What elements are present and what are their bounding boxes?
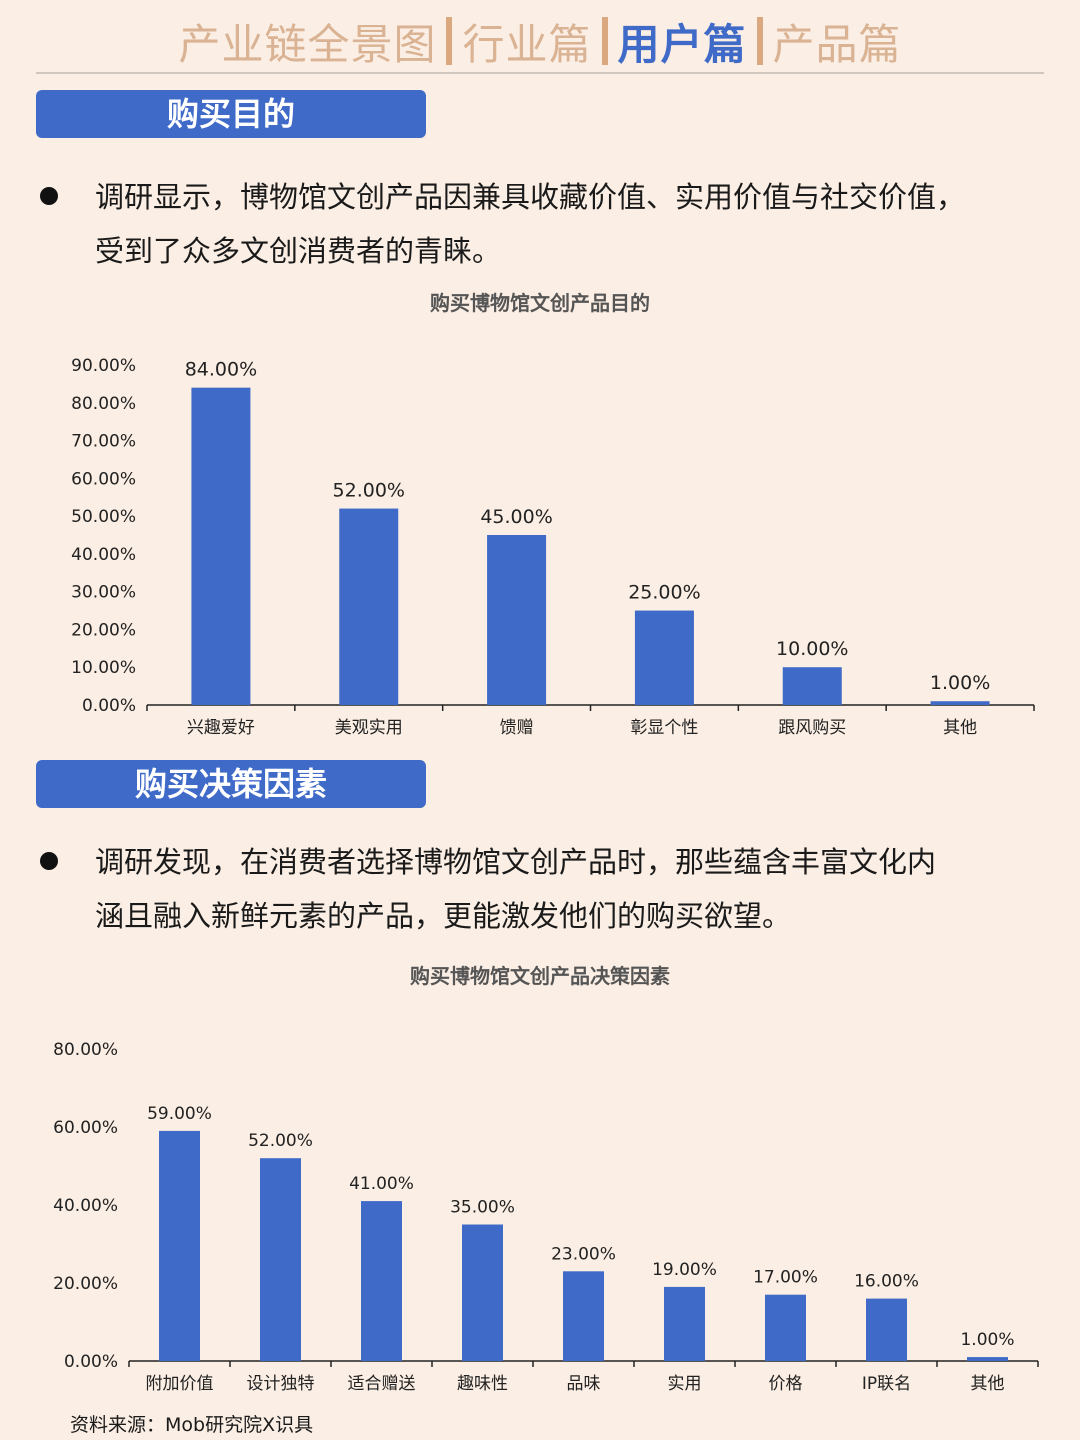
y-tick-label: 20.00% — [71, 620, 136, 640]
paragraph-line: 受到了众多文创消费者的青睐。 — [95, 234, 502, 268]
y-tick-label: 70.00% — [71, 432, 136, 452]
bar — [782, 667, 842, 705]
section-purpose-label: 购买目的 — [36, 90, 426, 138]
x-tick-label: 趣味性 — [457, 1374, 508, 1394]
bar — [664, 1286, 705, 1361]
bar — [339, 508, 399, 705]
nav-separator — [601, 17, 608, 65]
y-tick-label: 20.00% — [53, 1274, 118, 1294]
paragraph-line: 调研显示，博物馆文创产品因兼具收藏价值、实用价值与社交价值， — [95, 180, 966, 214]
y-tick-label: 10.00% — [71, 658, 136, 678]
y-tick-label: 40.00% — [71, 545, 136, 565]
purpose-bar-chart: 0.00% 10.00% 20.00% 30.00% 40.00% 50.00% 60.00… — [71, 356, 1035, 738]
x-tick-label: 其他 — [971, 1374, 1005, 1394]
bar — [361, 1201, 402, 1361]
nav-divider — [36, 72, 1044, 74]
x-tick-label: 品味 — [567, 1374, 601, 1394]
data-label: 23.00% — [551, 1244, 616, 1264]
nav-separator — [446, 17, 453, 65]
x-tick-label: 彰显个性 — [630, 718, 698, 738]
bar — [866, 1298, 907, 1361]
data-label: 35.00% — [450, 1198, 515, 1218]
y-tick-label: 40.00% — [53, 1196, 118, 1216]
y-tick-label: 80.00% — [71, 394, 136, 414]
bar — [260, 1158, 301, 1361]
data-label: 1.00% — [930, 672, 990, 694]
section-decision-label: 购买决策因素 — [36, 760, 426, 808]
tab-industry[interactable]: 行业篇 — [462, 19, 592, 69]
x-tick-label: 跟风购买 — [778, 718, 846, 738]
chart2-title: 购买博物馆文创产品决策因素 — [410, 964, 670, 988]
y-tick-label: 60.00% — [53, 1118, 118, 1138]
bar — [487, 535, 547, 705]
x-tick-label: 其他 — [943, 718, 977, 738]
bar — [191, 387, 251, 705]
bar — [930, 701, 990, 705]
y-tick-label: 90.00% — [71, 356, 136, 376]
y-tick-label: 0.00% — [82, 696, 136, 716]
decision-bar-chart: 0.00% 20.00% 40.00% 60.00% 80.00% 59.00% 附加价值 5… — [53, 1040, 1039, 1394]
data-label: 84.00% — [185, 359, 257, 381]
x-tick-label: 附加价值 — [146, 1374, 214, 1394]
x-tick-label: 实用 — [668, 1374, 702, 1394]
data-label: 19.00% — [652, 1260, 717, 1280]
data-label: 52.00% — [248, 1131, 313, 1151]
section-decision-title: 购买决策因素 — [134, 765, 327, 803]
bar — [563, 1271, 604, 1361]
x-tick-label: 馈赠 — [500, 718, 534, 738]
bar — [462, 1224, 503, 1361]
x-tick-label: IP联名 — [862, 1374, 911, 1394]
data-label: 1.00% — [960, 1330, 1014, 1350]
bar — [967, 1357, 1008, 1361]
top-nav: 产业链全景图 行业篇 用户篇 产品篇 — [0, 8, 1080, 74]
data-label: 52.00% — [333, 480, 405, 502]
tab-industry-chain[interactable]: 产业链全景图 — [178, 19, 437, 69]
bar — [634, 610, 694, 705]
bar — [159, 1130, 200, 1361]
x-tick-label: 兴趣爱好 — [187, 718, 255, 738]
section-purpose-title: 购买目的 — [166, 95, 295, 133]
chart1-title: 购买博物馆文创产品目的 — [430, 291, 650, 315]
data-label: 16.00% — [854, 1272, 919, 1292]
data-label: 10.00% — [776, 638, 848, 660]
y-tick-label: 0.00% — [64, 1352, 118, 1372]
x-tick-label: 设计独特 — [247, 1374, 315, 1394]
data-label: 45.00% — [480, 506, 552, 528]
section-purpose-paragraph: 调研显示，博物馆文创产品因兼具收藏价值、实用价值与社交价值， 受到了众多文创消费… — [95, 170, 1045, 278]
source-note: 资料来源：Mob研究院X识具 — [70, 1414, 314, 1436]
y-tick-label: 30.00% — [71, 583, 136, 603]
nav-separator — [756, 17, 763, 65]
x-tick-label: 美观实用 — [335, 718, 403, 738]
bullet-point — [40, 852, 58, 870]
data-label: 59.00% — [147, 1104, 212, 1124]
data-label: 41.00% — [349, 1174, 414, 1194]
data-label: 25.00% — [628, 582, 700, 604]
paragraph-line: 调研发现，在消费者选择博物馆文创产品时，那些蕴含丰富文化内 — [95, 845, 937, 879]
data-label: 17.00% — [753, 1268, 818, 1288]
bullet-point — [40, 187, 58, 205]
y-tick-label: 50.00% — [71, 507, 136, 527]
bar — [765, 1294, 806, 1361]
x-tick-label: 适合赠送 — [348, 1374, 416, 1394]
y-tick-label: 80.00% — [53, 1040, 118, 1060]
y-tick-label: 60.00% — [71, 469, 136, 489]
section-decision-paragraph: 调研发现，在消费者选择博物馆文创产品时，那些蕴含丰富文化内 涵且融入新鲜元素的产… — [95, 835, 1045, 943]
x-tick-label: 价格 — [769, 1374, 803, 1394]
paragraph-line: 涵且融入新鲜元素的产品，更能激发他们的购买欲望。 — [95, 899, 792, 933]
tab-product[interactable]: 产品篇 — [772, 19, 902, 69]
tab-user[interactable]: 用户篇 — [617, 19, 747, 69]
